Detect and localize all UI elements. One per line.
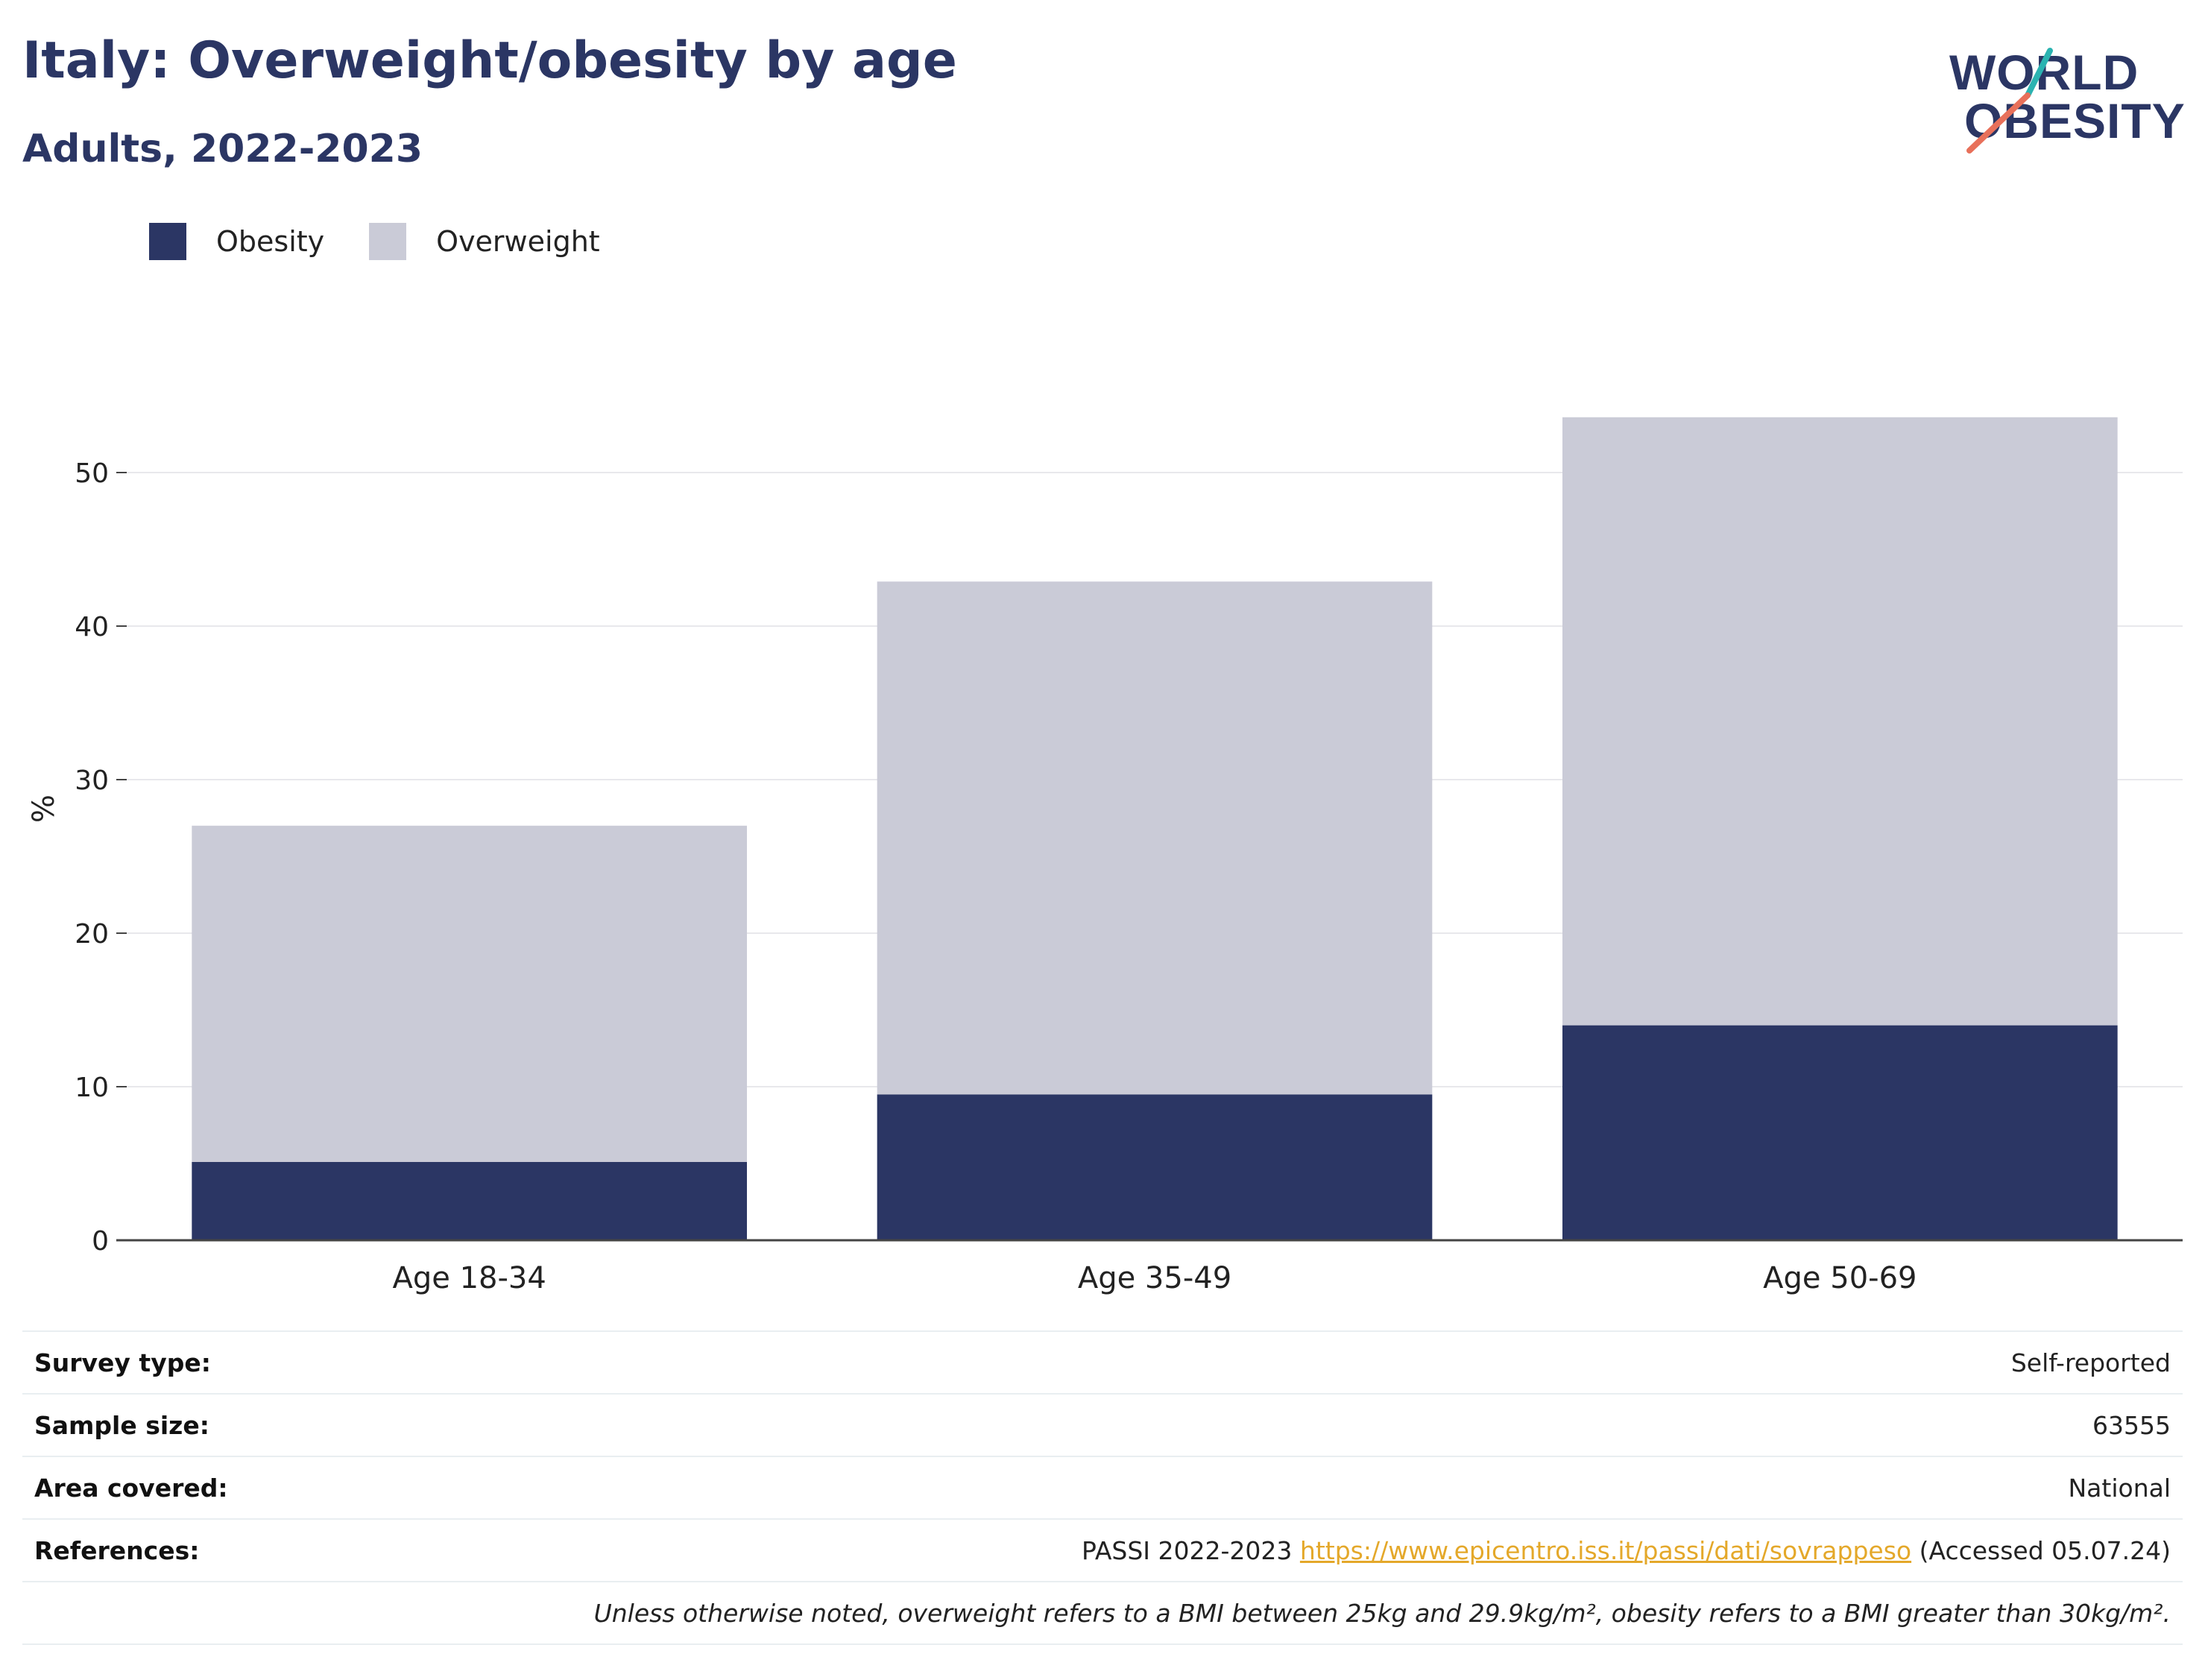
bmi-definition-note: Unless otherwise noted, overweight refer… [593,1599,2171,1628]
survey-type-label: Survey type: [34,1348,211,1377]
legend-label-overweight: Overweight [436,225,600,258]
x-tick-label: Age 35-49 [1078,1261,1231,1295]
chart-subtitle: Adults, 2022-2023 [22,127,423,171]
references-prefix: PASSI 2022-2023 [1082,1536,1293,1565]
info-row-note: Unless otherwise noted, overweight refer… [22,1581,2183,1645]
legend-swatch-obesity [149,223,186,260]
world-obesity-logo: WORLD OBESITY [1949,45,2185,154]
area-covered-label: Area covered: [34,1474,228,1503]
x-tick-label: Age 18-34 [393,1261,546,1295]
x-tick-label: Age 50-69 [1763,1261,1917,1295]
legend-label-obesity: Obesity [216,225,325,258]
stacked-bar-chart: 0 10 20 30 40 50% Age 18-34 Age 35-49 Age 50-69 [27,417,2183,1295]
references-value: PASSI 2022-2023 https://www.epicentro.is… [1082,1536,2171,1565]
y-tick-label: 10 [75,1073,109,1103]
chart-legend: Obesity Overweight [149,222,645,261]
info-row-area-covered: Area covered: National [22,1456,2183,1518]
info-row-references: References: PASSI 2022-2023 https://www.… [22,1518,2183,1581]
logo-slash-coral [1966,92,2031,154]
bar-obesity-2 [877,1094,1433,1240]
sample-size-label: Sample size: [34,1411,209,1440]
info-table: Survey type: Self-reported Sample size: … [22,1330,2183,1645]
bar-overweight-3 [1562,417,2118,1026]
bar-obesity-3 [1562,1025,2118,1240]
y-tick-label: 30 [75,765,109,796]
sample-size-value: 63555 [2092,1411,2171,1440]
references-suffix: (Accessed 05.07.24) [1919,1536,2171,1565]
logo-slash-teal [2025,48,2053,98]
references-link[interactable]: https://www.epicentro.iss.it/passi/dati/… [1299,1536,1912,1565]
logo-line-1: WORLD [1949,45,2139,100]
info-row-sample-size: Sample size: 63555 [22,1393,2183,1456]
references-label: References: [34,1536,200,1565]
y-tick-label: 0 [92,1226,109,1257]
legend-swatch-overweight [369,223,407,260]
bar-overweight-1 [192,825,747,1162]
bar-obesity-1 [192,1161,747,1240]
info-row-survey-type: Survey type: Self-reported [22,1330,2183,1393]
chart-title: Italy: Overweight/obesity by age [22,31,957,90]
y-axis-label: % [27,795,61,823]
area-covered-value: National [2068,1474,2171,1503]
y-tick-label: 40 [75,612,109,642]
survey-type-value: Self-reported [2010,1348,2171,1377]
y-tick-label: 20 [75,919,109,950]
bar-overweight-2 [877,581,1433,1095]
y-tick-label: 50 [75,458,109,489]
